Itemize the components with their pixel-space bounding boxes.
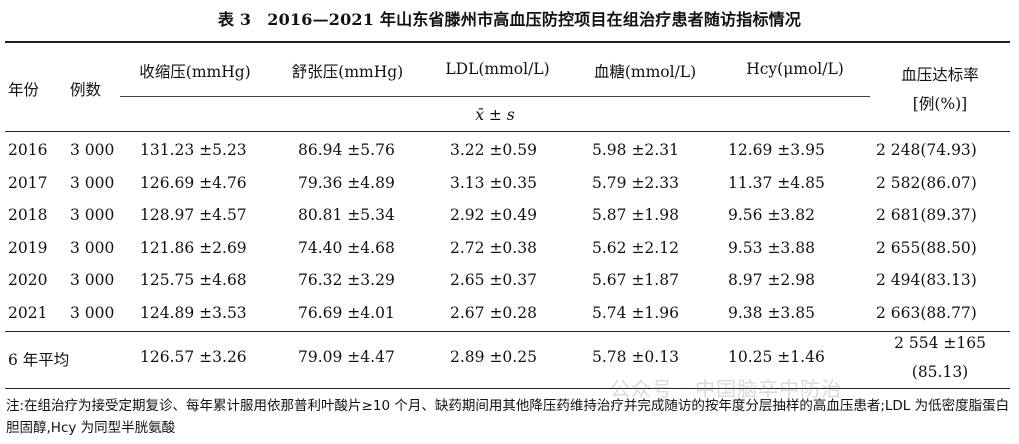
average-sbp: 126.57 ±3.26: [140, 348, 247, 366]
cell-count: 3 000: [70, 141, 115, 159]
cell-rate: 2 494(83.13): [876, 271, 977, 289]
cell-rate: 2 248(74.93): [876, 141, 977, 159]
average-dbp: 79.09 ±4.47: [298, 348, 395, 366]
cell-sbp: 124.89 ±3.53: [140, 303, 247, 322]
table-note: 注:在组治疗为接受定期复诊、每年累计服用依那普利叶酸片≥10 个月、缺药期间用其…: [6, 398, 1010, 436]
cell-sbp: 128.97 ±4.57: [140, 206, 247, 224]
cell-ldl: 2.67 ±0.28: [450, 303, 537, 322]
cell-dbp: 76.32 ±3.29: [298, 271, 395, 289]
cell-hcy: 8.97 ±2.98: [728, 271, 815, 289]
cell-sbp: 126.69 ±4.76: [140, 173, 247, 192]
cell-sbp: 125.75 ±4.68: [140, 271, 247, 289]
average-label: 6 年平均: [8, 351, 70, 369]
header-sub-rule: [120, 96, 870, 97]
cell-dbp: 80.81 ±5.34: [298, 206, 395, 224]
cell-count: 3 000: [70, 206, 115, 224]
cell-sbp: 131.23 ±5.23: [140, 141, 247, 159]
average-divider-rule: [5, 331, 1010, 332]
cell-glucose: 5.74 ±1.96: [592, 303, 679, 322]
average-rate-line2: (85.13): [911, 363, 969, 381]
cell-year: 2021: [8, 303, 48, 322]
cell-hcy: 9.53 ±3.88: [728, 238, 815, 257]
header-rate-line1: 血压达标率: [901, 66, 979, 84]
cell-glucose: 5.87 ±1.98: [592, 206, 679, 224]
cell-rate: 2 582(86.07): [876, 173, 977, 192]
cell-hcy: 12.69 ±3.95: [728, 141, 825, 159]
cell-dbp: 76.69 ±4.01: [298, 303, 395, 322]
cell-ldl: 2.92 ±0.49: [450, 206, 537, 224]
watermark: 公众号 · 中国脑卒中防治: [610, 377, 843, 401]
average-ldl: 2.89 ±0.25: [450, 348, 537, 366]
cell-dbp: 74.40 ±4.68: [298, 238, 395, 257]
cell-glucose: 5.79 ±2.33: [592, 173, 679, 192]
cell-ldl: 3.22 ±0.59: [450, 141, 537, 159]
cell-year: 2018: [8, 206, 48, 224]
cell-hcy: 9.38 ±3.85: [728, 303, 815, 322]
cell-year: 2020: [8, 271, 48, 289]
cell-ldl: 2.72 ±0.38: [450, 238, 537, 257]
cell-count: 3 000: [70, 271, 115, 289]
cell-glucose: 5.67 ±1.87: [592, 271, 679, 289]
average-glucose: 5.78 ±0.13: [592, 348, 679, 366]
cell-dbp: 79.36 ±4.89: [298, 173, 395, 192]
cell-count: 3 000: [70, 173, 115, 192]
table-title: 2016—2021 年山东省滕州市高血压防控项目在组治疗患者随访指标情况: [267, 10, 802, 29]
cell-rate: 2 655(88.50): [876, 238, 977, 257]
average-hcy: 10.25 ±1.46: [728, 348, 825, 366]
cell-sbp: 121.86 ±2.69: [140, 238, 247, 257]
cell-count: 3 000: [70, 303, 115, 322]
cell-count: 3 000: [70, 238, 115, 257]
cell-rate: 2 681(89.37): [876, 206, 977, 224]
cell-year: 2017: [8, 173, 48, 192]
header-rate-line2: [例(%)]: [912, 95, 968, 113]
cell-glucose: 5.62 ±2.12: [592, 238, 679, 257]
header-count: 例数: [70, 81, 102, 99]
cell-glucose: 5.98 ±2.31: [592, 141, 679, 159]
header-dbp: 舒张压(mmHg): [291, 63, 404, 81]
cell-ldl: 2.65 ±0.37: [450, 271, 537, 289]
cell-hcy: 11.37 ±4.85: [728, 173, 825, 192]
header-year: 年份: [8, 81, 40, 99]
cell-year: 2019: [8, 238, 48, 257]
table-caption: 表 3 2016—2021 年山东省滕州市高血压防控项目在组治疗患者随访指标情况: [0, 6, 1019, 30]
cell-rate: 2 663(88.77): [876, 303, 977, 322]
top-rule: [5, 41, 1010, 43]
cell-hcy: 9.56 ±3.82: [728, 206, 815, 224]
header-hcy: Hcy(μmol/L): [746, 60, 844, 78]
cell-dbp: 86.94 ±5.76: [298, 141, 395, 159]
average-rate-line1: 2 554 ±165: [894, 334, 986, 352]
bottom-rule: [5, 388, 1010, 389]
header-sbp: 收缩压(mmHg): [139, 63, 251, 81]
header-glucose: 血糖(mmol/L): [593, 63, 697, 81]
cell-ldl: 3.13 ±0.35: [450, 173, 537, 192]
header-ldl: LDL(mmol/L): [445, 60, 550, 78]
header-stat: x̄ ± s: [475, 106, 515, 124]
table-number: 表 3: [217, 10, 252, 29]
cell-year: 2016: [8, 141, 48, 159]
header-bottom-rule: [5, 131, 1010, 132]
